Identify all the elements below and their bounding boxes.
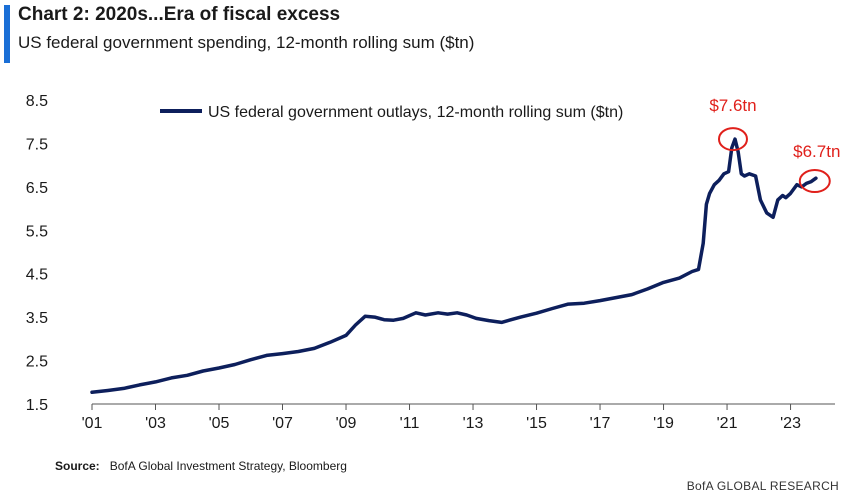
x-tick-label: '13 <box>463 415 484 432</box>
x-tick-label: '07 <box>272 415 293 432</box>
brand-footer: BofA GLOBAL RESEARCH <box>686 479 839 493</box>
source-note: Source: BofA Global Investment Strategy, … <box>55 459 347 473</box>
annotation-label-latest: $6.7tn <box>793 142 840 161</box>
x-tick-label: '05 <box>209 415 230 432</box>
y-tick-label: 5.5 <box>26 223 48 240</box>
y-tick-label: 8.5 <box>26 93 48 110</box>
y-tick-label: 4.5 <box>26 267 48 284</box>
y-tick-label: 6.5 <box>26 180 48 197</box>
source-text: BofA Global Investment Strategy, Bloombe… <box>109 459 347 473</box>
chart-subtitle: US federal government spending, 12-month… <box>18 33 475 52</box>
annotation-label-peak: $7.6tn <box>709 96 756 115</box>
y-tick-label: 1.5 <box>26 397 48 414</box>
x-tick-label: '11 <box>400 415 420 432</box>
series-line-outlays <box>90 137 818 395</box>
legend-label: US federal government outlays, 12-month … <box>208 104 623 121</box>
x-tick-label: '21 <box>717 415 738 432</box>
x-tick-label: '15 <box>526 415 547 432</box>
annotation-circle-peak <box>717 127 748 152</box>
x-tick-label: '19 <box>653 415 674 432</box>
x-tick-label: '17 <box>590 415 611 432</box>
title-accent-bar <box>4 5 10 63</box>
line-chart: 8.5 7.5 6.5 5.5 4.5 3.5 2.5 1.5 '01 '03 '05 '07 '09 '… <box>26 93 841 432</box>
annotation-circle-latest <box>798 169 831 194</box>
x-tick-label: '09 <box>336 415 357 432</box>
chart-title: Chart 2: 2020s...Era of fiscal excess <box>18 4 341 25</box>
y-tick-label: 3.5 <box>26 310 48 327</box>
x-tick-label: '01 <box>82 415 103 432</box>
x-tick-label: '03 <box>145 415 166 432</box>
y-tick-label: 2.5 <box>26 354 48 371</box>
x-tick-label: '23 <box>780 415 801 432</box>
y-tick-label: 7.5 <box>26 136 48 153</box>
source-label: Source: <box>55 459 100 473</box>
